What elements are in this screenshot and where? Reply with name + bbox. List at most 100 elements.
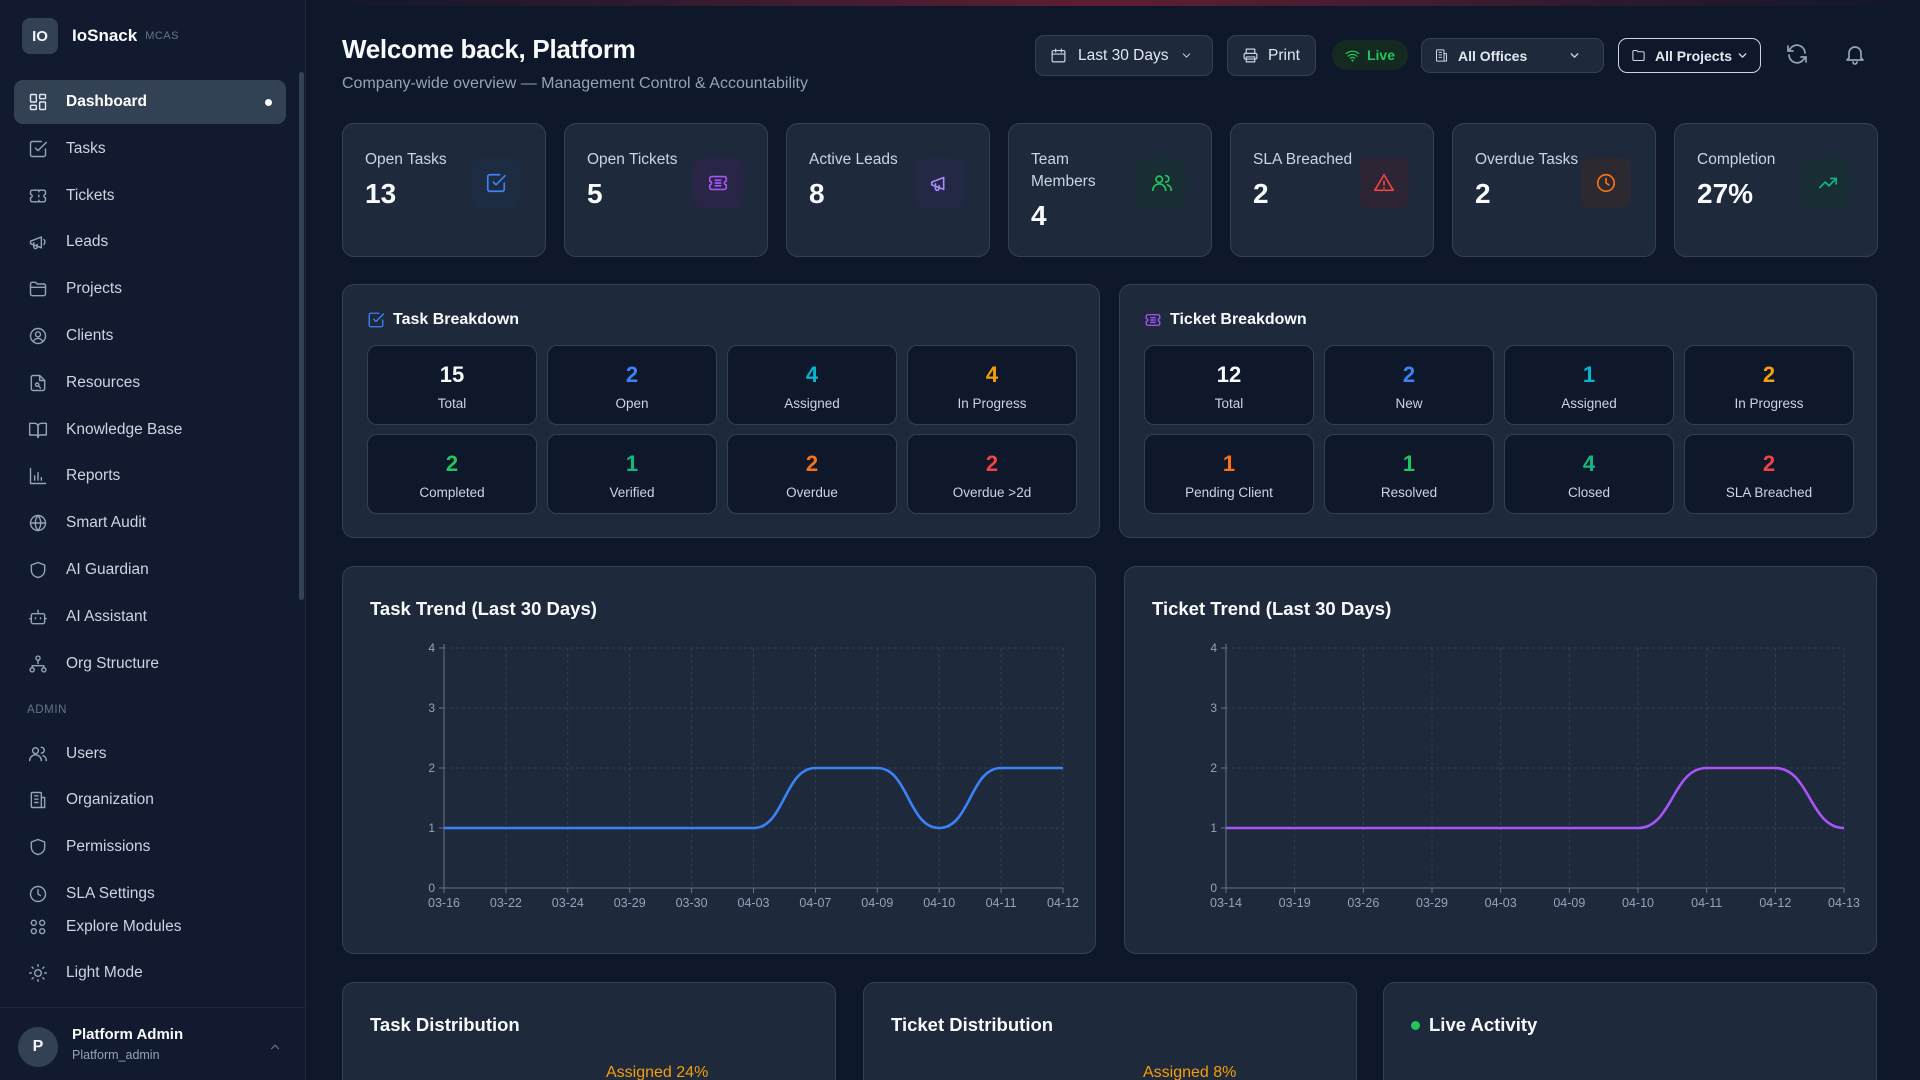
sidebar-item-sla-settings[interactable]: SLA Settings (14, 872, 286, 916)
sidebar-item-leads[interactable]: Leads (14, 220, 286, 264)
x-tick-label: 04-11 (986, 896, 1017, 910)
live-activity-card: Live Activity (1383, 982, 1877, 1080)
stat-card-sla-breached[interactable]: SLA Breached 2 (1230, 123, 1434, 257)
breakdown-stat-sla-breached[interactable]: 2 SLA Breached (1684, 434, 1854, 514)
trend-data-point[interactable] (1495, 822, 1507, 834)
breakdown-stat-in-progress[interactable]: 4 In Progress (907, 345, 1077, 425)
sidebar-item-resources[interactable]: Resources (14, 361, 286, 405)
print-button[interactable]: Print (1227, 35, 1316, 76)
sidebar-item-ai-assistant[interactable]: AI Assistant (14, 595, 286, 639)
stat-icon-box (1137, 158, 1187, 208)
stat-card-completion[interactable]: Completion 27% (1674, 123, 1878, 257)
sidebar-item-label: AI Guardian (66, 560, 149, 578)
y-tick-label: 3 (1210, 701, 1217, 715)
stat-card-active-leads[interactable]: Active Leads 8 (786, 123, 990, 257)
stat-icon-box (471, 158, 521, 208)
ticket-distribution-title: Ticket Distribution (891, 1014, 1054, 1035)
breakdown-stat-overdue-2d[interactable]: 2 Overdue >2d (907, 434, 1077, 514)
offices-select[interactable]: All Offices (1421, 38, 1604, 73)
breakdown-stat-overdue[interactable]: 2 Overdue (727, 434, 897, 514)
sidebar-item-ai-guardian[interactable]: AI Guardian (14, 548, 286, 592)
trend-data-point[interactable] (1426, 822, 1438, 834)
task-trend-title: Task Trend (Last 30 Days) (370, 598, 597, 619)
stat-card-overdue-tasks[interactable]: Overdue Tasks 2 (1452, 123, 1656, 257)
trend-data-point[interactable] (1701, 762, 1713, 774)
trend-data-point[interactable] (438, 822, 450, 834)
trend-data-point[interactable] (1220, 822, 1232, 834)
sidebar-item-label: AI Assistant (66, 607, 147, 625)
trend-data-point[interactable] (933, 822, 945, 834)
breakdown-value: 2 (625, 362, 639, 387)
breakdown-label: In Progress (1734, 396, 1804, 411)
sidebar-item-org-structure[interactable]: Org Structure (14, 642, 286, 686)
x-tick-label: 04-09 (1553, 896, 1585, 910)
sidebar-item-organization[interactable]: Organization (14, 778, 286, 822)
breakdown-stat-assigned[interactable]: 1 Assigned (1504, 345, 1674, 425)
sidebar-item-explore-modules[interactable]: Explore Modules (14, 904, 286, 950)
stat-value: 2 (1475, 178, 1491, 209)
trend-data-point[interactable] (809, 762, 821, 774)
sidebar-item-tickets[interactable]: Tickets (14, 174, 286, 218)
sidebar-item-projects[interactable]: Projects (14, 267, 286, 311)
breakdown-stat-completed[interactable]: 2 Completed (367, 434, 537, 514)
breakdown-stat-pending-client[interactable]: 1 Pending Client (1144, 434, 1314, 514)
sidebar-item-permissions[interactable]: Permissions (14, 825, 286, 869)
calendar-icon (1051, 48, 1066, 63)
sidebar-item-users[interactable]: Users (14, 732, 286, 776)
trend-data-point[interactable] (1289, 822, 1301, 834)
sidebar-item-label: Smart Audit (66, 514, 147, 532)
notifications-button[interactable] (1843, 42, 1871, 70)
breakdown-stat-open[interactable]: 2 Open (547, 345, 717, 425)
sidebar-item-knowledge-base[interactable]: Knowledge Base (14, 408, 286, 452)
sidebar-item-dashboard[interactable]: Dashboard (14, 80, 286, 124)
sidebar-item-clients[interactable]: Clients (14, 314, 286, 358)
building-icon (1435, 49, 1448, 62)
live-activity-title: Live Activity (1429, 1014, 1538, 1035)
book-icon (28, 422, 48, 438)
trend-data-point[interactable] (624, 822, 636, 834)
ticket-trend-chart: 0 1 2 3 4 03-14 03-19 03-26 03-29 04-03 04-09 04-10… (1210, 641, 1860, 910)
trend-data-point[interactable] (562, 822, 574, 834)
breakdown-stat-verified[interactable]: 1 Verified (547, 434, 717, 514)
breakdown-stat-in-progress[interactable]: 2 In Progress (1684, 345, 1854, 425)
stat-label: Team Members (1031, 151, 1096, 190)
x-tick-label: 04-10 (1622, 896, 1654, 910)
ticket-distribution-card: Ticket Distribution Assigned 8% (863, 982, 1357, 1080)
trend-data-point[interactable] (1769, 762, 1781, 774)
stat-card-team-members[interactable]: Team Members 4 (1008, 123, 1212, 257)
stat-card-open-tickets[interactable]: Open Tickets 5 (564, 123, 768, 257)
trend-data-point[interactable] (1632, 822, 1644, 834)
trend-data-point[interactable] (1563, 822, 1575, 834)
breakdown-stat-total[interactable]: 15 Total (367, 345, 537, 425)
projects-select[interactable]: All Projects (1618, 38, 1761, 73)
trend-data-point[interactable] (686, 822, 698, 834)
breakdown-stat-resolved[interactable]: 1 Resolved (1324, 434, 1494, 514)
trend-data-point[interactable] (1057, 762, 1069, 774)
sidebar-item-reports[interactable]: Reports (14, 454, 286, 498)
trend-data-point[interactable] (871, 762, 883, 774)
sidebar-item-smart-audit[interactable]: Smart Audit (14, 501, 286, 545)
stat-icon-box (693, 158, 743, 208)
brand[interactable]: IO IoSnack MCAS (22, 18, 179, 54)
sidebar-scrollbar[interactable] (299, 72, 304, 600)
sidebar-item-tasks[interactable]: Tasks (14, 127, 286, 171)
trend-data-point[interactable] (1838, 822, 1850, 834)
avatar: P (18, 1027, 58, 1067)
stat-card-open-tasks[interactable]: Open Tasks 13 (342, 123, 546, 257)
breakdown-stat-total[interactable]: 12 Total (1144, 345, 1314, 425)
sidebar-item-light-mode[interactable]: Light Mode (14, 950, 286, 996)
breakdown-stat-assigned[interactable]: 4 Assigned (727, 345, 897, 425)
breakdown-value: 4 (805, 362, 819, 387)
trend-data-point[interactable] (748, 822, 760, 834)
printer-icon (1243, 48, 1258, 63)
x-tick-label: 03-30 (676, 896, 708, 910)
date-range-select[interactable]: Last 30 Days (1035, 35, 1213, 76)
trend-data-point[interactable] (995, 762, 1007, 774)
trend-data-point[interactable] (500, 822, 512, 834)
breakdown-stat-closed[interactable]: 4 Closed (1504, 434, 1674, 514)
user-menu[interactable]: P Platform Admin Platform_admin (0, 1007, 306, 1080)
refresh-button[interactable] (1785, 42, 1813, 70)
check-square-icon (486, 173, 506, 193)
breakdown-stat-new[interactable]: 2 New (1324, 345, 1494, 425)
trend-data-point[interactable] (1357, 822, 1369, 834)
